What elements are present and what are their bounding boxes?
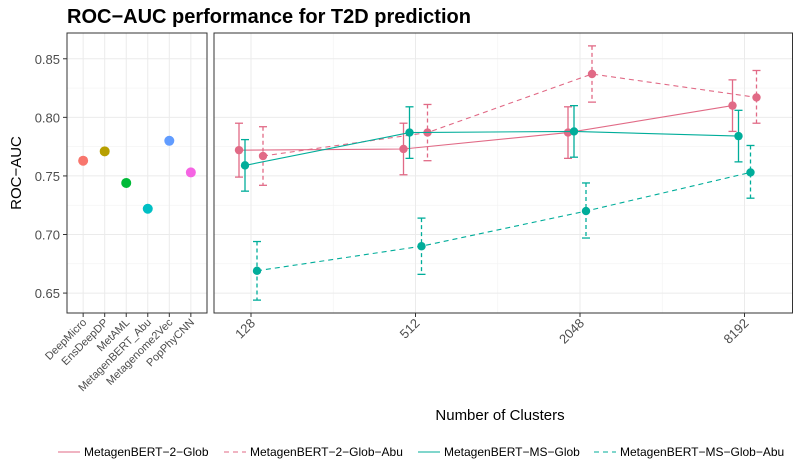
y-tick-label: 0.70 [35, 228, 60, 243]
series-point [569, 127, 579, 136]
legend-label: MetagenBERT−MS−Glob−Abu [620, 445, 784, 459]
series-point [587, 69, 597, 79]
series-point [581, 206, 591, 216]
series-point [752, 93, 761, 102]
chart-title: ROC−AUC performance for T2D prediction [67, 6, 471, 28]
panel-background [67, 33, 207, 313]
legend-label: MetagenBERT−2−Glob [84, 445, 209, 459]
x-tick-label: 8192 [721, 316, 752, 347]
series-point [417, 242, 426, 251]
legend-label: MetagenBERT−2−Glob−Abu [250, 445, 403, 459]
series-line [262, 73, 757, 157]
series-point [405, 128, 414, 137]
series-line [256, 171, 751, 272]
baseline-point [142, 203, 153, 214]
series-point [234, 145, 244, 155]
baseline-point [185, 167, 196, 178]
y-tick-label: 0.75 [35, 169, 60, 184]
panel-background [214, 33, 793, 313]
baseline-point [78, 155, 89, 166]
series-point [399, 144, 408, 154]
y-tick-label: 0.85 [35, 52, 60, 67]
legend: MetagenBERT−2−Glob MetagenBERT−2−Glob−Abu… [58, 445, 784, 459]
series-point [734, 131, 743, 141]
series-point [240, 161, 250, 170]
x-axis-title: Number of Clusters [435, 407, 564, 424]
legend-label: MetagenBERT−MS−Glob [444, 445, 580, 459]
series-line [244, 130, 739, 166]
y-tick-label: 0.65 [35, 286, 60, 301]
panel-border [66, 32, 208, 314]
series-point [746, 168, 755, 177]
baseline-point [121, 177, 132, 188]
x-tick-label: 128 [232, 316, 258, 342]
y-tick-label: 0.80 [35, 110, 60, 125]
series-line [238, 105, 733, 151]
baseline-point [164, 135, 175, 146]
baseline-point [99, 146, 110, 157]
baseline-panel: 0.650.700.750.800.85DeepMicroEnsDeepDPMe… [35, 32, 208, 394]
x-tick-label: 2048 [556, 316, 587, 347]
x-tick-label: 512 [397, 316, 423, 342]
clusters-panel: 128 512 2048 8192 [213, 32, 793, 347]
series-point [728, 101, 737, 110]
series-point [258, 151, 268, 161]
series-point [252, 266, 262, 276]
y-axis-title: ROC−AUC [8, 136, 25, 210]
